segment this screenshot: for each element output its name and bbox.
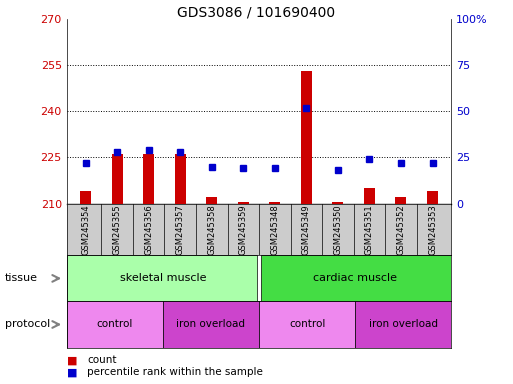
Text: GSM245349: GSM245349 [302, 204, 311, 255]
Bar [261, 255, 451, 301]
Text: GSM245354: GSM245354 [81, 204, 90, 255]
Text: GSM245353: GSM245353 [428, 204, 437, 255]
Text: GSM245350: GSM245350 [333, 204, 342, 255]
Text: GSM245357: GSM245357 [176, 204, 185, 255]
Bar [206, 197, 218, 204]
Bar [364, 188, 375, 204]
Text: percentile rank within the sample: percentile rank within the sample [87, 367, 263, 377]
Text: tissue: tissue [5, 273, 38, 283]
Bar [332, 202, 343, 204]
Bar [238, 202, 249, 204]
Bar [80, 191, 91, 204]
Bar [175, 154, 186, 204]
Text: ■: ■ [67, 367, 77, 377]
Bar [112, 154, 123, 204]
Text: iron overload: iron overload [176, 319, 246, 329]
Text: GSM245358: GSM245358 [207, 204, 216, 255]
Text: GSM245359: GSM245359 [239, 204, 248, 255]
Text: iron overload: iron overload [369, 319, 438, 329]
Bar [67, 301, 163, 348]
Text: control: control [96, 319, 133, 329]
Text: count: count [87, 355, 117, 365]
Text: GSM245352: GSM245352 [397, 204, 405, 255]
Bar [163, 301, 259, 348]
Bar [396, 197, 406, 204]
Bar [67, 255, 257, 301]
Text: GSM245356: GSM245356 [144, 204, 153, 255]
Text: GDS3086 / 101690400: GDS3086 / 101690400 [177, 6, 336, 20]
Text: control: control [289, 319, 325, 329]
Text: ■: ■ [67, 355, 77, 365]
Text: protocol: protocol [5, 319, 50, 329]
Bar [301, 71, 312, 204]
Bar [269, 202, 280, 204]
Bar [259, 301, 355, 348]
Text: skeletal muscle: skeletal muscle [120, 273, 206, 283]
Text: GSM245348: GSM245348 [270, 204, 280, 255]
Text: GSM245355: GSM245355 [113, 204, 122, 255]
Bar [355, 301, 451, 348]
Text: GSM245351: GSM245351 [365, 204, 374, 255]
Text: cardiac muscle: cardiac muscle [313, 273, 397, 283]
Bar [427, 191, 438, 204]
Bar [143, 154, 154, 204]
